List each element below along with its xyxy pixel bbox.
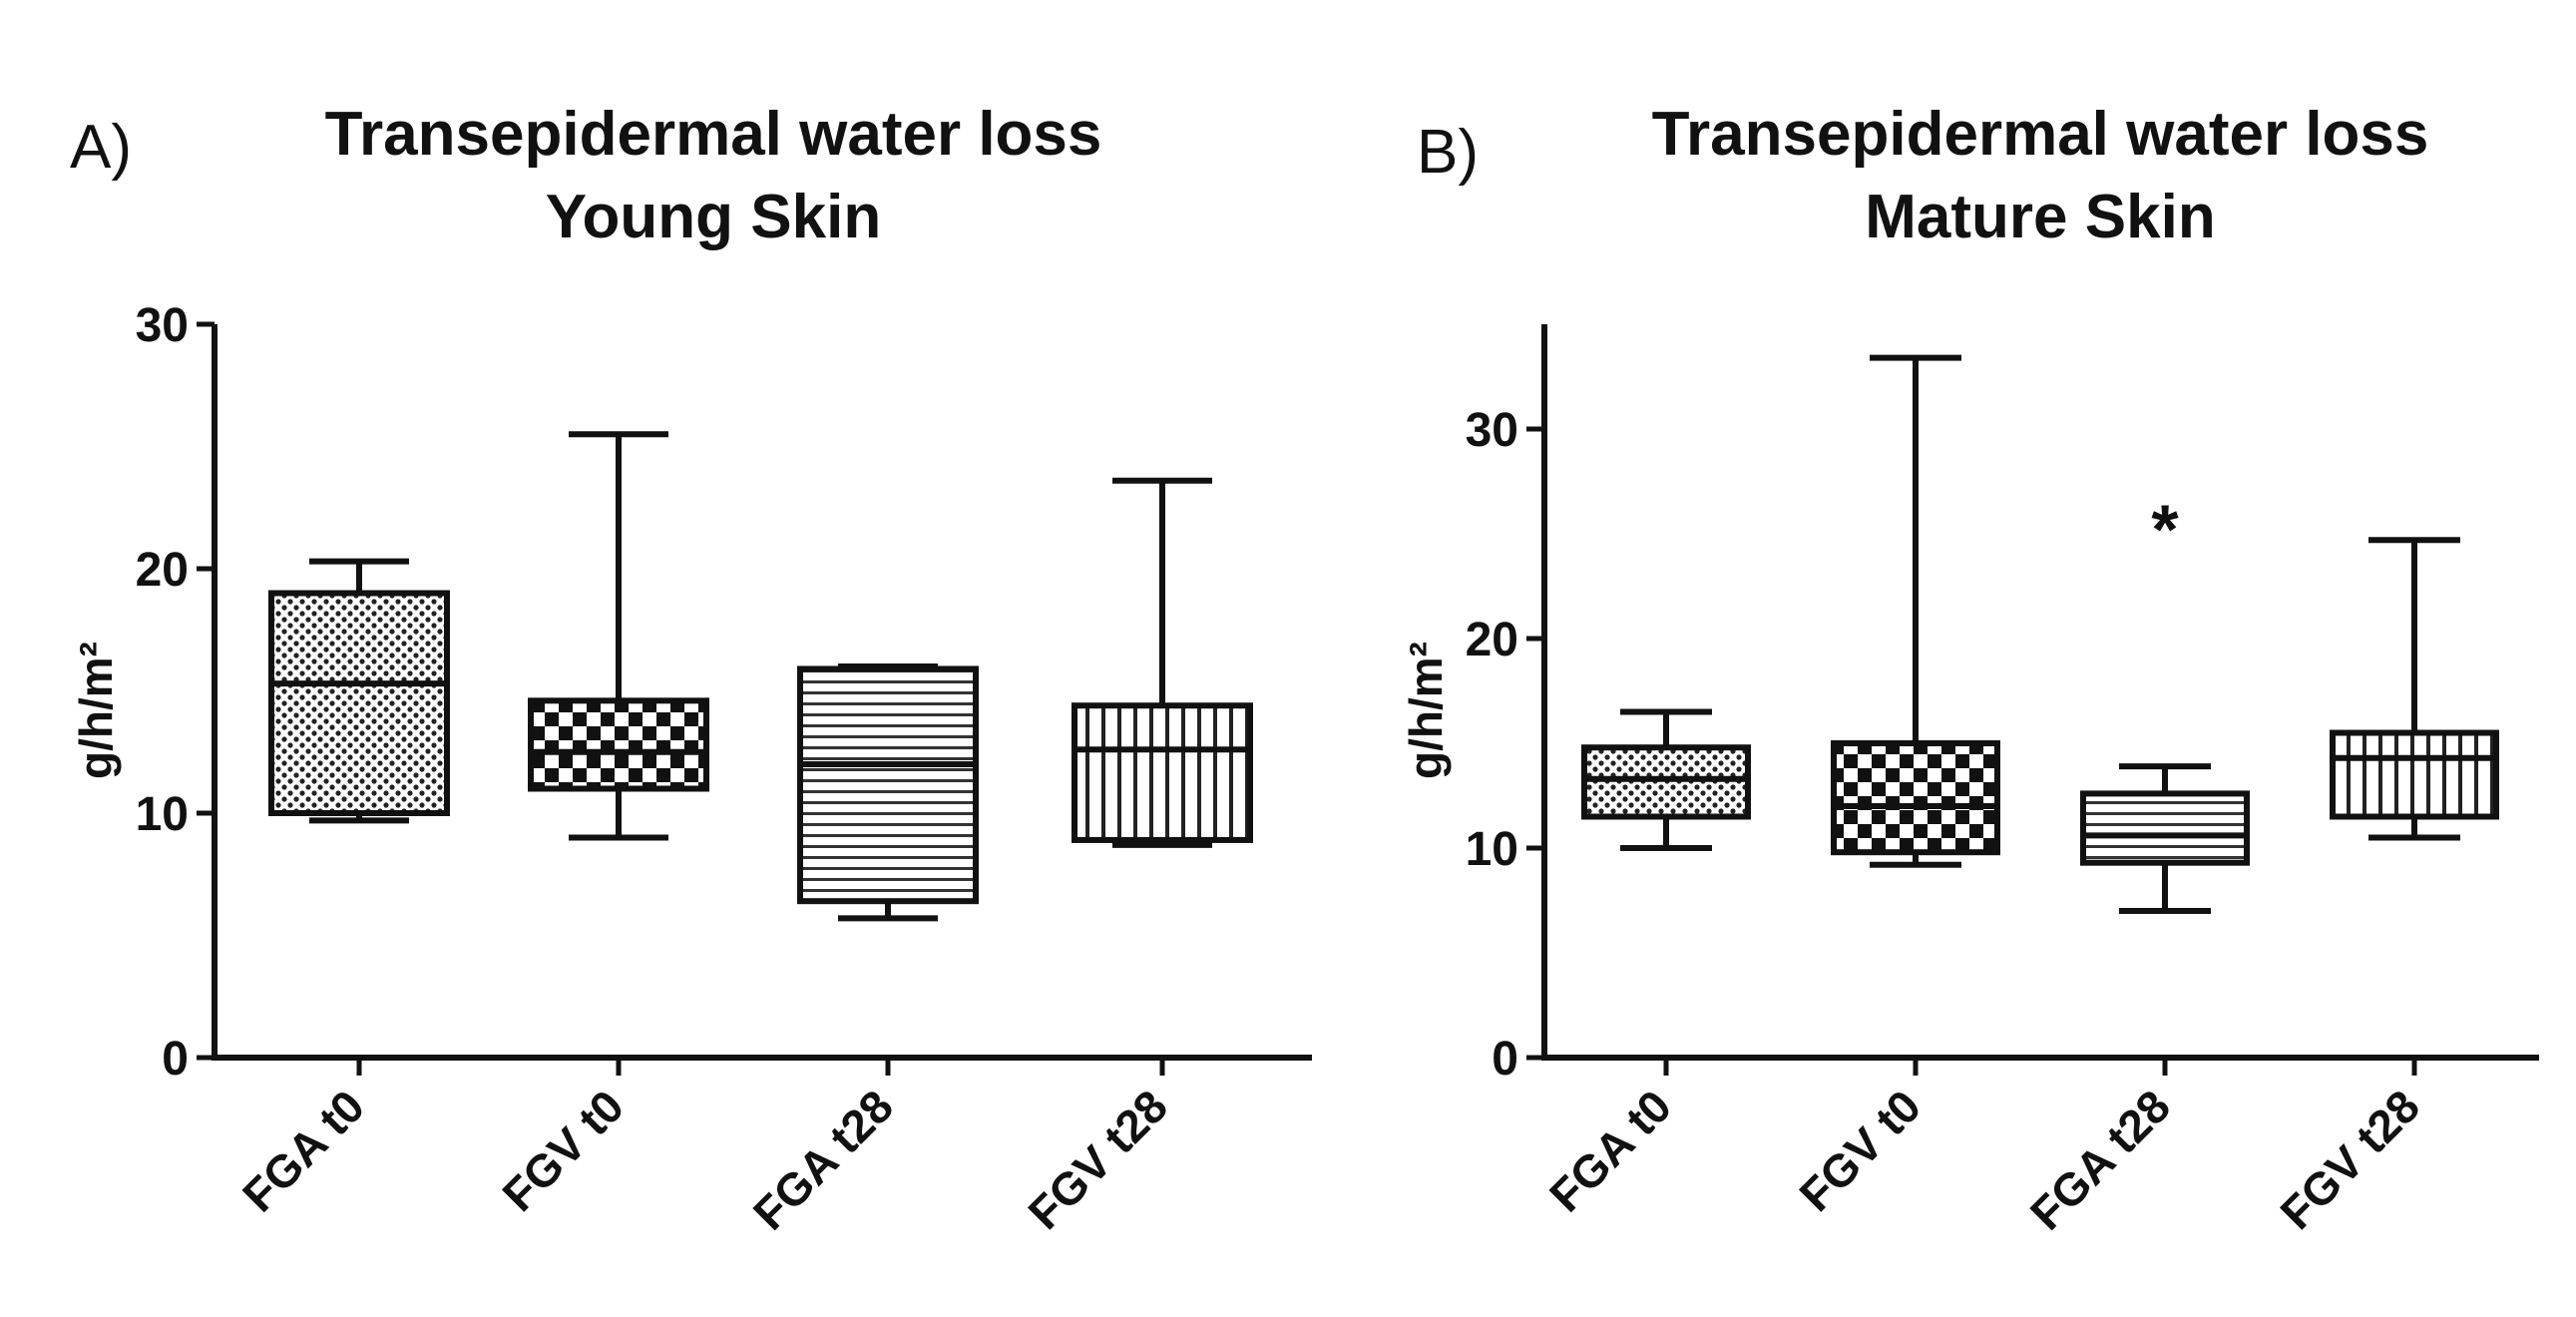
y-tick-label: 30	[1466, 404, 1518, 457]
x-tick-label: FGV t28	[1018, 1080, 1177, 1239]
box-0: FGA t0	[1539, 708, 1751, 1221]
y-tick-label: 20	[136, 544, 189, 597]
y-tick-label: 0	[1492, 1033, 1518, 1086]
iqr-box	[1072, 702, 1253, 843]
plot-area: 0 10 20 30 FGA t0 FGV t0 FGA t28 FGV t28	[136, 299, 1312, 1240]
box-3: FGV t28	[2270, 537, 2499, 1239]
box-1: FGV t0	[1789, 354, 2000, 1221]
box-0: FGA t0	[232, 558, 450, 1221]
iqr-box	[2080, 790, 2250, 866]
panel-young-skin: A) Transepidermal water loss Young Skin …	[70, 100, 1312, 1240]
y-axis-label: g/h/m²	[70, 642, 122, 779]
x-tick-label: FGA t0	[1539, 1080, 1681, 1221]
chart-title-line2: Mature Skin	[1865, 183, 2215, 251]
y-tick-label: 10	[136, 788, 189, 841]
y-tick-label: 20	[1466, 614, 1518, 666]
box-3: FGV t28	[1018, 477, 1253, 1239]
y-tick-label: 0	[162, 1033, 189, 1086]
plot-area: 0 10 20 30 FGA t0 FGV t0 FGA t28 FGV t28 *	[1466, 324, 2539, 1240]
iqr-box	[528, 697, 709, 792]
panel-mature-skin: B) Transepidermal water loss Mature Skin…	[1400, 100, 2539, 1240]
significance-marker: *	[2151, 491, 2179, 569]
iqr-box	[1831, 740, 2000, 856]
x-tick-label: FGV t0	[1789, 1080, 1931, 1221]
y-axis-label: g/h/m²	[1400, 642, 1452, 779]
x-tick-label: FGV t0	[492, 1080, 634, 1221]
chart-title-line1: Transepidermal water loss	[325, 100, 1102, 169]
chart-title-line2: Young Skin	[546, 183, 881, 251]
y-tick-label: 10	[1466, 823, 1518, 876]
iqr-box	[1581, 744, 1751, 820]
x-tick-label: FGA t28	[2020, 1080, 2180, 1239]
iqr-box	[2330, 729, 2499, 820]
iqr-box	[797, 665, 979, 905]
y-tick-label: 30	[136, 299, 189, 352]
iqr-box	[268, 590, 450, 816]
x-tick-label: FGV t28	[2270, 1080, 2429, 1239]
x-tick-label: FGA t28	[743, 1080, 903, 1239]
panel-label: B)	[1417, 118, 1479, 187]
box-2: FGA t28	[2020, 763, 2250, 1240]
x-tick-label: FGA t0	[232, 1080, 374, 1221]
panel-label: A)	[70, 113, 132, 182]
box-2: FGA t28	[743, 663, 979, 1240]
chart-title-line1: Transepidermal water loss	[1652, 100, 2429, 169]
box-1: FGV t0	[492, 431, 709, 1221]
